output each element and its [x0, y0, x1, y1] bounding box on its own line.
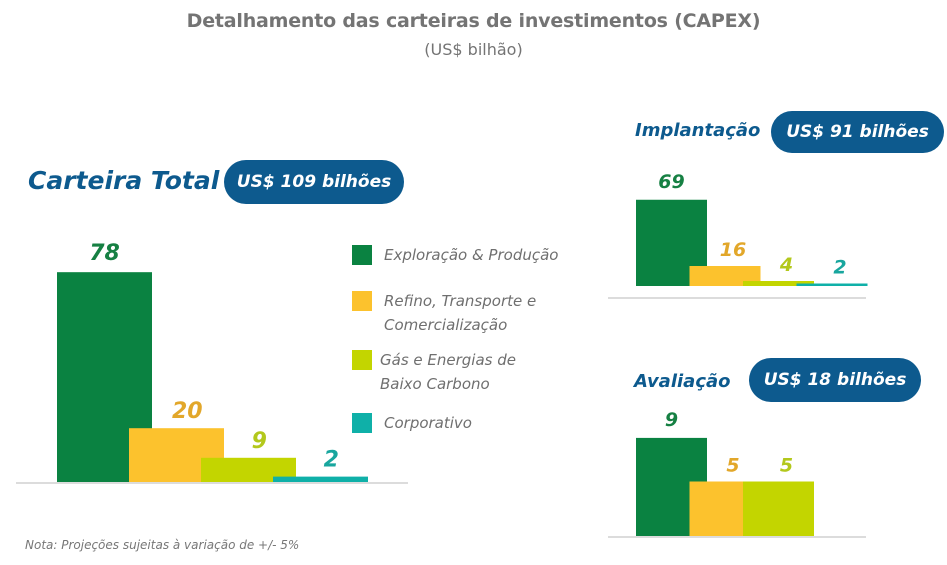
- legend-swatch: [352, 413, 372, 433]
- legend-label: Baixo Carbono: [380, 375, 490, 393]
- legend-label: Gás e Energias de: [380, 351, 516, 369]
- implantacao-chart: 69 16 4 2: [608, 171, 868, 299]
- bar-value-label: 16: [720, 239, 746, 261]
- bar-3: [743, 481, 814, 536]
- implantacao-badge: US$ 91 bilhões: [771, 111, 944, 153]
- avaliacao-title: Avaliação: [634, 371, 731, 392]
- bar-2: [689, 266, 761, 286]
- bar-value-label: 69: [658, 171, 684, 193]
- bar-3: [743, 281, 814, 286]
- carteira-total-title: Carteira Total: [28, 166, 220, 195]
- legend-label: Exploração & Produção: [384, 246, 559, 264]
- bar-value-label: 2: [324, 448, 339, 473]
- page-subtitle: (US$ bilhão): [424, 40, 523, 59]
- carteira-total-badge: US$ 109 bilhões: [224, 160, 404, 204]
- footnote: Nota: Projeções sujeitas à variação de +…: [25, 538, 300, 552]
- legend-swatch: [352, 291, 372, 311]
- bar-4: [796, 283, 868, 286]
- bar-value-label: 2: [833, 257, 846, 279]
- bar-value-label: 20: [172, 399, 203, 424]
- legend-swatch: [352, 350, 372, 370]
- legend-label: Corporativo: [384, 414, 472, 432]
- bar-value-label: 9: [252, 429, 267, 454]
- page-title: Detalhamento das carteiras de investimen…: [186, 10, 761, 32]
- bar-value-label: 78: [89, 241, 120, 266]
- bar-value-label: 4: [779, 254, 793, 276]
- bar-value-label: 5: [780, 455, 793, 477]
- legend-label: Refino, Transporte e: [384, 292, 537, 310]
- legend-swatch: [352, 245, 372, 265]
- avaliacao-badge: US$ 18 bilhões: [749, 358, 921, 402]
- legend-label: Comercialização: [384, 316, 508, 334]
- implantacao-title: Implantação: [635, 120, 761, 141]
- bar-4: [273, 476, 368, 482]
- avaliacao-chart: 9 5 5: [608, 409, 866, 538]
- bar-value-label: 9: [665, 409, 678, 431]
- bar-value-label: 5: [726, 455, 739, 477]
- carteira-total-chart: 78 20 9 2: [16, 241, 408, 484]
